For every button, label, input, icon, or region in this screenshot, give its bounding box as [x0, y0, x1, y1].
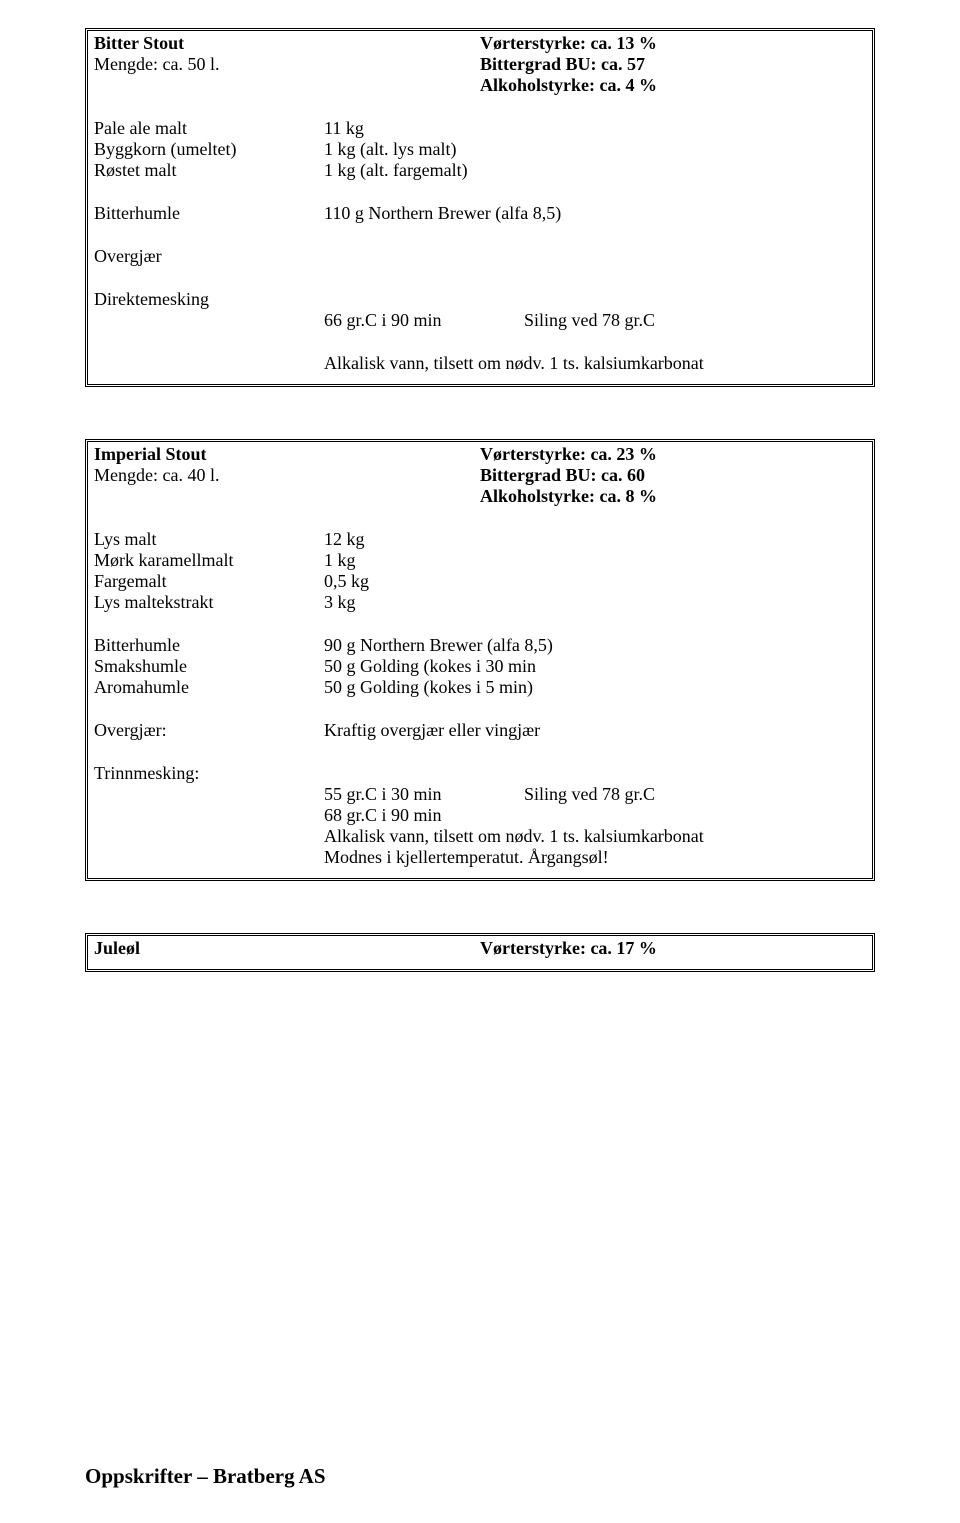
ingredient-name: Fargemalt [94, 571, 324, 592]
recipe-header: Bitter Stout Mengde: ca. 50 l. Vørtersty… [94, 33, 866, 96]
mash-block: Direktemesking 66 gr.C i 90 min Siling v… [94, 289, 866, 331]
ingredients-block: Pale ale malt 11 kg Byggkorn (umeltet) 1… [94, 118, 866, 181]
recipe-bu: Bittergrad BU: ca. 57 [480, 54, 866, 75]
bitter-hop-row: Bitterhumle 110 g Northern Brewer (alfa … [94, 203, 866, 224]
mash-temp: 68 gr.C i 90 min [324, 805, 524, 826]
mash-temp: 66 gr.C i 90 min [324, 310, 524, 331]
page-footer-title: Oppskrifter – Bratberg AS [85, 1464, 326, 1489]
ingredient-amount: 1 kg [324, 550, 356, 571]
mash-sparge: Siling ved 78 gr.C [524, 784, 655, 805]
mash-row: 55 gr.C i 30 min Siling ved 78 gr.C [94, 784, 866, 805]
ingredient-row: Fargemalt 0,5 kg [94, 571, 866, 592]
recipe-volume: Mengde: ca. 40 l. [94, 465, 480, 486]
yeast-label: Overgjær [94, 246, 866, 267]
recipe-abv: Alkoholstyrke: ca. 4 % [480, 75, 866, 96]
hop-label: Bitterhumle [94, 203, 324, 224]
ingredient-amount: 3 kg [324, 592, 356, 613]
ingredient-row: Røstet malt 1 kg (alt. fargemalt) [94, 160, 866, 181]
recipe-volume: Mengde: ca. 50 l. [94, 54, 480, 75]
ingredient-row: Byggkorn (umeltet) 1 kg (alt. lys malt) [94, 139, 866, 160]
ingredient-name: Lys maltekstrakt [94, 592, 324, 613]
hops-block: Bitterhumle 90 g Northern Brewer (alfa 8… [94, 635, 866, 698]
water-note: Alkalisk vann, tilsett om nødv. 1 ts. ka… [94, 353, 866, 374]
recipe-title: Imperial Stout [94, 444, 480, 465]
hop-row: Smakshumle 50 g Golding (kokes i 30 min [94, 656, 866, 677]
mash-title: Trinnmesking: [94, 763, 866, 784]
recipe-title: Bitter Stout [94, 33, 480, 54]
hop-label: Aromahumle [94, 677, 324, 698]
ingredient-amount: 0,5 kg [324, 571, 369, 592]
ingredient-name: Byggkorn (umeltet) [94, 139, 324, 160]
recipe-og: Vørterstyrke: ca. 13 % [480, 33, 866, 54]
mash-row: 66 gr.C i 90 min Siling ved 78 gr.C [94, 310, 866, 331]
hop-value: 50 g Golding (kokes i 30 min [324, 656, 536, 677]
water-note: Alkalisk vann, tilsett om nødv. 1 ts. ka… [94, 826, 866, 847]
recipe-card: Juleøl Vørterstyrke: ca. 17 % [85, 933, 875, 972]
mash-row: 68 gr.C i 90 min [94, 805, 866, 826]
recipe-card: Imperial Stout Mengde: ca. 40 l. Vørters… [85, 439, 875, 881]
recipe-title: Juleøl [94, 938, 480, 959]
hop-value: 50 g Golding (kokes i 5 min) [324, 677, 533, 698]
recipe-og: Vørterstyrke: ca. 17 % [480, 938, 866, 959]
yeast-row: Overgjær: Kraftig overgjær eller vingjær [94, 720, 866, 741]
ingredient-amount: 1 kg (alt. fargemalt) [324, 160, 468, 181]
hop-value: 90 g Northern Brewer (alfa 8,5) [324, 635, 553, 656]
ingredients-block: Lys malt 12 kg Mørk karamellmalt 1 kg Fa… [94, 529, 866, 613]
yeast-value: Kraftig overgjær eller vingjær [324, 720, 540, 741]
recipe-header: Imperial Stout Mengde: ca. 40 l. Vørters… [94, 444, 866, 507]
yeast-label: Overgjær: [94, 720, 324, 741]
mash-block: Trinnmesking: 55 gr.C i 30 min Siling ve… [94, 763, 866, 868]
ingredient-row: Mørk karamellmalt 1 kg [94, 550, 866, 571]
mash-sparge: Siling ved 78 gr.C [524, 310, 655, 331]
ingredient-name: Pale ale malt [94, 118, 324, 139]
hop-value: 110 g Northern Brewer (alfa 8,5) [324, 203, 561, 224]
mash-temp: 55 gr.C i 30 min [324, 784, 524, 805]
hop-label: Smakshumle [94, 656, 324, 677]
ingredient-row: Lys malt 12 kg [94, 529, 866, 550]
ingredient-name: Røstet malt [94, 160, 324, 181]
mash-title: Direktemesking [94, 289, 866, 310]
hop-label: Bitterhumle [94, 635, 324, 656]
ingredient-amount: 1 kg (alt. lys malt) [324, 139, 456, 160]
recipe-card: Bitter Stout Mengde: ca. 50 l. Vørtersty… [85, 28, 875, 387]
recipe-bu: Bittergrad BU: ca. 60 [480, 465, 866, 486]
ingredient-amount: 11 kg [324, 118, 364, 139]
ingredient-name: Lys malt [94, 529, 324, 550]
ingredient-amount: 12 kg [324, 529, 365, 550]
hop-row: Bitterhumle 90 g Northern Brewer (alfa 8… [94, 635, 866, 656]
ingredient-row: Pale ale malt 11 kg [94, 118, 866, 139]
ingredient-name: Mørk karamellmalt [94, 550, 324, 571]
recipe-header: Juleøl Vørterstyrke: ca. 17 % [94, 938, 866, 959]
recipe-abv: Alkoholstyrke: ca. 8 % [480, 486, 866, 507]
ingredient-row: Lys maltekstrakt 3 kg [94, 592, 866, 613]
aging-note: Modnes i kjellertemperatut. Årgangsøl! [94, 847, 866, 868]
hop-row: Aromahumle 50 g Golding (kokes i 5 min) [94, 677, 866, 698]
recipe-og: Vørterstyrke: ca. 23 % [480, 444, 866, 465]
